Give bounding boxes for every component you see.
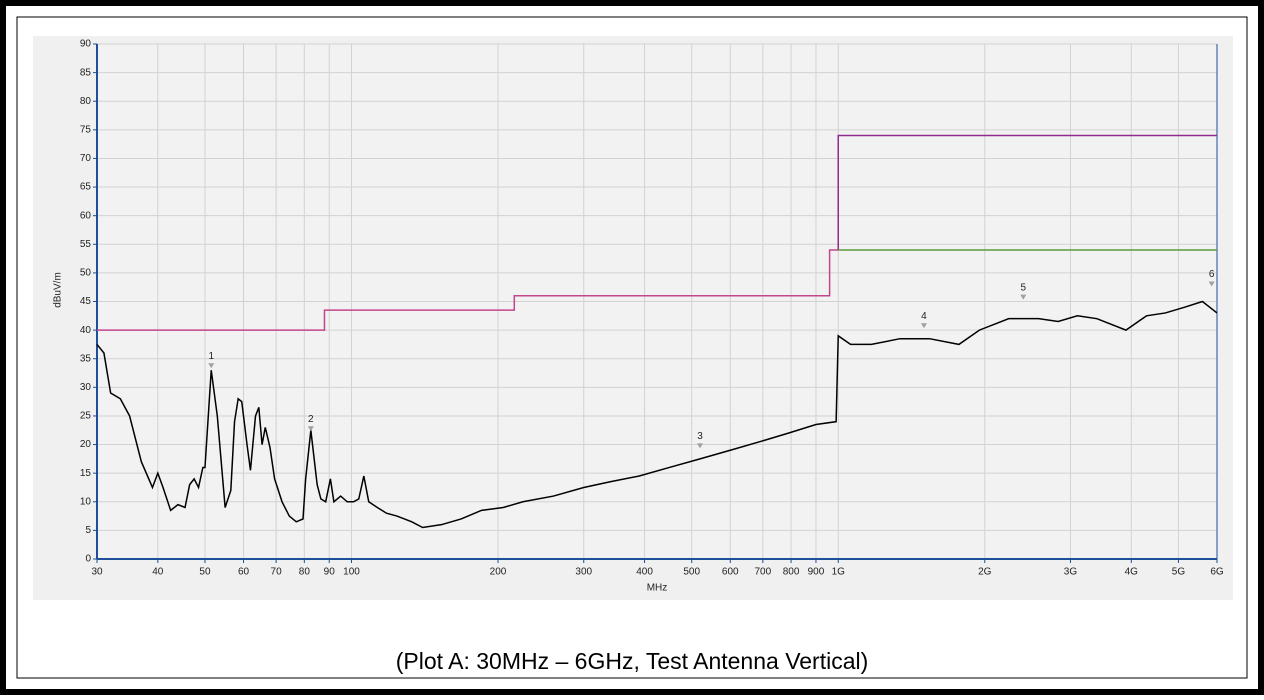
- y-tick-label: 20: [80, 439, 92, 450]
- marker-label: 3: [697, 431, 703, 442]
- series-line: [96, 300, 1218, 529]
- x-tick-label: 80: [299, 567, 311, 578]
- marker: [1020, 294, 1027, 300]
- y-tick-label: 30: [80, 382, 92, 393]
- x-tick-label: 200: [490, 567, 507, 578]
- y-tick-label: 10: [80, 496, 92, 507]
- marker: [697, 443, 704, 449]
- marker-label: 2: [308, 414, 314, 425]
- x-tick-label: 1G: [832, 567, 846, 578]
- x-tick-label: 700: [755, 567, 772, 578]
- y-tick-label: 45: [80, 296, 92, 307]
- x-tick-label: 600: [722, 567, 739, 578]
- x-tick-label: 4G: [1125, 567, 1139, 578]
- caption: (Plot A: 30MHz – 6GHz, Test Antenna Vert…: [396, 648, 869, 674]
- marker-label: 1: [208, 351, 214, 362]
- x-tick-label: 40: [152, 567, 164, 578]
- y-tick-label: 75: [80, 124, 92, 135]
- series-line: [97, 249, 839, 331]
- x-tick-label: 900: [808, 567, 825, 578]
- x-tick-label: 6G: [1210, 567, 1224, 578]
- y-tick-label: 15: [80, 468, 92, 479]
- x-tick-label: 90: [324, 567, 336, 578]
- y-tick-label: 50: [80, 268, 92, 279]
- y-tick-label: 90: [80, 39, 92, 50]
- x-tick-label: 300: [575, 567, 592, 578]
- marker: [208, 363, 215, 369]
- x-axis-label: MHz: [647, 583, 668, 594]
- marker-label: 4: [921, 311, 927, 322]
- x-tick-label: 3G: [1064, 567, 1078, 578]
- y-axis-label: dBuV/m: [53, 272, 64, 308]
- x-tick-label: 60: [238, 567, 250, 578]
- y-tick-label: 0: [85, 554, 91, 565]
- y-tick-label: 25: [80, 411, 92, 422]
- y-tick-label: 80: [80, 96, 92, 107]
- marker: [307, 426, 314, 432]
- marker-label: 6: [1209, 269, 1215, 280]
- y-tick-label: 5: [85, 525, 91, 536]
- y-tick-label: 65: [80, 182, 92, 193]
- y-tick-label: 35: [80, 353, 92, 364]
- x-tick-label: 100: [343, 567, 360, 578]
- x-tick-label: 30: [91, 567, 103, 578]
- inner-frame: [16, 16, 1248, 679]
- y-tick-label: 60: [80, 210, 92, 221]
- x-tick-label: 500: [683, 567, 700, 578]
- x-tick-label: 5G: [1172, 567, 1186, 578]
- x-tick-label: 50: [199, 567, 211, 578]
- x-tick-label: 2G: [978, 567, 992, 578]
- y-tick-label: 70: [80, 153, 92, 164]
- marker: [920, 323, 927, 329]
- series-line: [837, 134, 1217, 250]
- x-tick-label: 70: [271, 567, 283, 578]
- y-tick-label: 55: [80, 239, 92, 250]
- y-tick-label: 40: [80, 325, 92, 336]
- marker: [1208, 281, 1215, 287]
- marker-label: 5: [1021, 282, 1027, 293]
- x-tick-label: 800: [783, 567, 800, 578]
- y-tick-label: 85: [80, 67, 92, 78]
- x-tick-label: 400: [636, 567, 653, 578]
